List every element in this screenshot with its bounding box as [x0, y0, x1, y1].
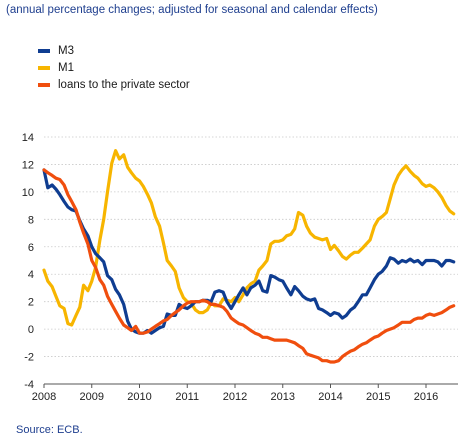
legend-swatch-m3	[38, 48, 50, 53]
x-tick-label: 2010	[127, 391, 151, 403]
y-tick-label: 10	[22, 187, 34, 199]
y-tick-label: 2	[28, 297, 34, 309]
source-note: Source: ECB.	[16, 424, 83, 436]
x-tick-label: 2014	[318, 391, 342, 403]
chart-legend: M3 M1 loans to the private sector	[38, 42, 190, 93]
y-tick-label: -2	[24, 352, 34, 364]
line-chart: 14 12 10 8 6 4 2 0 -2 -4 2008 2009 2010 2011 2012 2013…	[22, 132, 458, 403]
y-tick-label: 12	[22, 159, 34, 171]
y-tick-label: 14	[22, 132, 34, 144]
y-tick-label: 8	[28, 214, 34, 226]
y-tick-label: -4	[24, 379, 34, 391]
legend-item-loans: loans to the private sector	[38, 76, 190, 93]
x-tick-label: 2012	[223, 391, 247, 403]
x-tick-label: 2015	[366, 391, 390, 403]
legend-label-m3: M3	[58, 44, 74, 57]
y-tick-label: 4	[28, 269, 34, 281]
legend-item-m3: M3	[38, 42, 190, 59]
chart-subtitle: (annual percentage changes; adjusted for…	[6, 4, 378, 16]
series-lines	[42, 149, 456, 364]
x-tick-label: 2008	[32, 391, 56, 403]
series-line-loans	[42, 168, 456, 364]
x-tick-label: 2011	[175, 391, 199, 403]
y-axis-tick-labels: 14 12 10 8 6 4 2 0 -2 -4	[22, 132, 34, 391]
x-tick-label: 2013	[271, 391, 295, 403]
series-line-m3	[42, 168, 456, 335]
legend-swatch-m1	[38, 65, 50, 70]
x-axis: 2008 2009 2010 2011 2012 2013 2014 2015 2016	[32, 383, 458, 403]
legend-item-m1: M1	[38, 59, 190, 76]
x-tick-label: 2009	[80, 391, 104, 403]
x-tick-label: 2016	[414, 391, 438, 403]
y-tick-label: 6	[28, 242, 34, 254]
legend-label-m1: M1	[58, 61, 74, 74]
legend-label-loans: loans to the private sector	[58, 78, 190, 91]
legend-swatch-loans	[38, 82, 50, 87]
series-line-m1	[42, 149, 456, 327]
y-tick-label: 0	[28, 324, 34, 336]
